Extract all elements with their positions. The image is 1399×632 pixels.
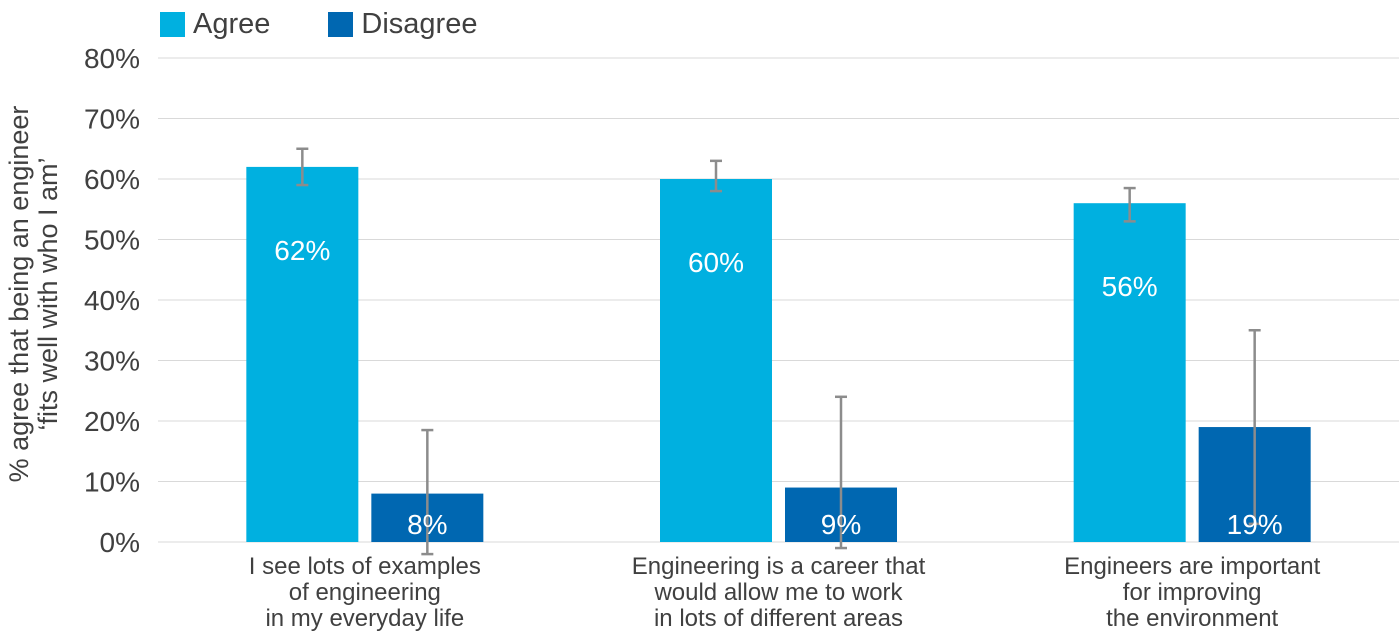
legend-label-agree: Agree bbox=[193, 8, 271, 40]
x-tick-label-line: would allow me to work bbox=[653, 579, 903, 606]
y-axis-label: % agree that being an engineer‘fits well… bbox=[4, 106, 63, 483]
data-label: 9% bbox=[821, 509, 861, 540]
x-tick-label-line: the environment bbox=[1106, 605, 1278, 632]
y-axis-label-line: % agree that being an engineer bbox=[4, 106, 34, 483]
data-label: 8% bbox=[407, 509, 447, 540]
legend-label-disagree: Disagree bbox=[361, 8, 478, 40]
x-tick-label-line: in lots of different areas bbox=[654, 605, 903, 632]
x-tick-label-line: I see lots of examples bbox=[249, 553, 481, 580]
y-tick-label: 10% bbox=[84, 467, 140, 498]
legend-item-disagree: Disagree bbox=[328, 8, 477, 41]
y-tick-label: 60% bbox=[84, 164, 140, 195]
legend-item-agree: Agree bbox=[160, 8, 270, 41]
x-tick-label-line: Engineers are important bbox=[1064, 553, 1320, 580]
x-tick-label-line: for improving bbox=[1123, 579, 1262, 606]
x-tick-label: I see lots of examples of engineering in m… bbox=[249, 553, 481, 632]
bar-agree bbox=[246, 166, 359, 542]
x-tick-label-line: in my everyday life bbox=[265, 605, 464, 632]
y-tick-label: 80% bbox=[84, 43, 140, 74]
y-tick-label: 50% bbox=[84, 225, 140, 256]
legend-swatch-disagree bbox=[328, 12, 354, 37]
data-label: 19% bbox=[1227, 509, 1283, 540]
y-tick-label: 40% bbox=[84, 285, 140, 316]
data-label: 62% bbox=[274, 235, 330, 266]
x-tick-label-line: of engineering bbox=[289, 579, 441, 606]
legend: Agree Disagree bbox=[160, 8, 477, 41]
y-tick-label: 20% bbox=[84, 406, 140, 437]
y-tick-label: 0% bbox=[100, 527, 140, 558]
x-tick-label: Engineers are important for improving the … bbox=[1064, 553, 1320, 632]
y-tick-label: 70% bbox=[84, 104, 140, 135]
y-axis-label-line: ‘fits well with who I am’ bbox=[33, 157, 63, 430]
data-label: 56% bbox=[1102, 271, 1158, 302]
x-tick-label-line: Engineering is a career that bbox=[632, 553, 926, 580]
x-tick-label: Engineering is a career that would allow … bbox=[632, 553, 926, 632]
data-label: 60% bbox=[688, 247, 744, 278]
y-tick-label: 30% bbox=[84, 346, 140, 377]
bar-agree bbox=[660, 179, 772, 542]
bar-agree bbox=[1073, 203, 1186, 542]
legend-swatch-agree bbox=[160, 12, 185, 37]
